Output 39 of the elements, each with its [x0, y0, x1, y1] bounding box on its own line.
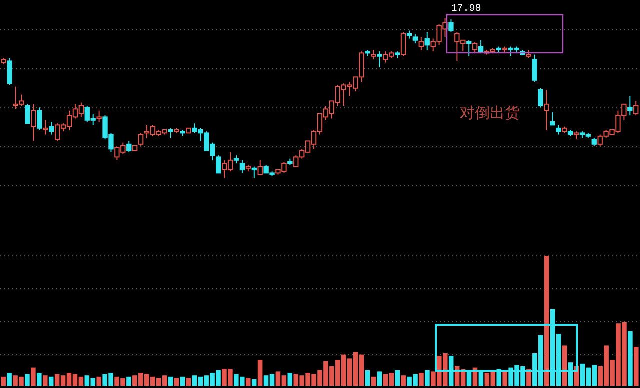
bar — [258, 360, 263, 386]
bar — [42, 376, 48, 386]
candlestick — [31, 104, 36, 142]
bar — [1, 376, 6, 386]
bar — [395, 370, 400, 386]
bar — [186, 378, 192, 386]
bar — [180, 376, 186, 386]
bar — [25, 374, 30, 386]
bar — [48, 376, 54, 386]
candlestick — [424, 32, 430, 50]
bar — [7, 373, 12, 386]
candlestick — [544, 90, 550, 130]
candlestick — [49, 122, 54, 136]
bar — [502, 370, 508, 386]
bar — [96, 376, 102, 386]
bar — [31, 368, 36, 386]
bar — [288, 373, 293, 386]
annotation: 对倒出货 — [460, 104, 520, 122]
bar — [168, 376, 174, 386]
bar — [377, 372, 382, 386]
candlestick — [556, 124, 562, 136]
bar — [425, 370, 430, 386]
candlestick — [377, 51, 382, 68]
bar — [419, 373, 424, 386]
bar — [628, 331, 633, 386]
bar — [365, 370, 370, 386]
bar — [562, 346, 568, 386]
bar — [126, 376, 132, 386]
bar — [544, 256, 550, 386]
bar — [174, 378, 180, 386]
bar — [37, 373, 42, 386]
bar — [246, 378, 251, 386]
text: 17.98 — [451, 4, 482, 15]
bar — [634, 347, 639, 386]
bar — [252, 380, 257, 386]
bar — [401, 376, 406, 386]
candlestick — [43, 120, 48, 136]
bar — [496, 369, 502, 386]
bar — [371, 376, 376, 386]
